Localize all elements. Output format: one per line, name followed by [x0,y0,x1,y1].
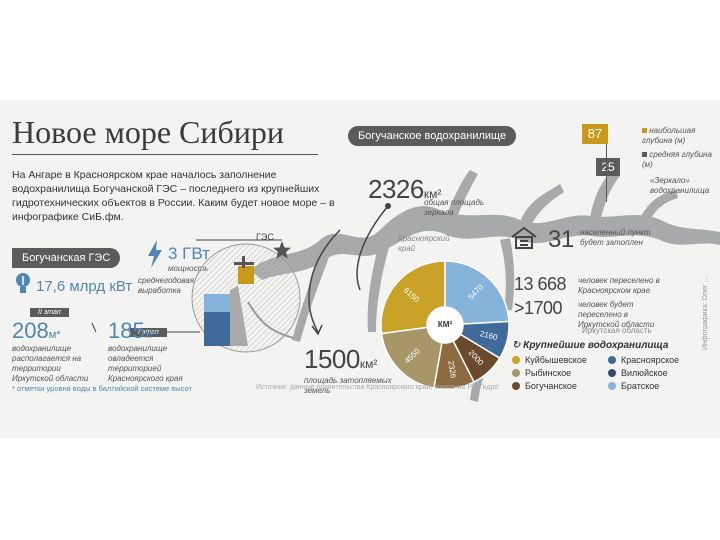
region-label-irkutsk: Иркутская область [582,326,652,335]
legend-swatch [608,382,616,390]
settlements-label: населенный пункт будет затоплен [580,228,651,247]
area-stat: 2326км² [368,174,441,205]
level2-unit: м* [144,329,157,341]
moved-value: 13 668 [514,274,567,294]
depth-mid-value: 25 [601,160,615,174]
power-value: 3 ГВт [168,244,210,263]
area-value: 2326 [368,174,424,204]
settlements-value: 31 [548,226,574,253]
ges-label: ГЭС [256,232,274,242]
level2-label: водохранилище овладеется территорией Кра… [108,344,183,383]
depth-mid-label: средняя глубина (м) [642,150,712,169]
station-banner: Богучанская ГЭС [12,248,121,268]
legend-item: Вилюйское [608,367,700,379]
legend-item-label: Красноярское [621,355,680,365]
donut-hole [428,308,462,342]
lightbulb-icon [16,273,30,293]
flag-pole [606,144,607,202]
reservoir-banner: Богучанское водохранилище [348,126,517,146]
legend-swatch [512,356,520,364]
legend-item: Рыбинское [512,367,604,379]
area-label: общая площадь зеркала [424,198,485,217]
legend-swatch [608,369,616,377]
donut-segment [444,260,510,325]
reservoirs-legend: ↻ Крупнейшие водохранилища Куйбышевское … [512,340,712,392]
donut-segment-label: 2326 [446,360,458,379]
legend-item-label: Куйбышевское [525,355,587,365]
legend-item: Куйбышевское [512,354,604,366]
legend-title-text: Крупнейшие водохранилища [523,340,669,351]
lightning-icon [148,240,162,268]
depth-legend-mid: средняя глубина (м) [642,150,714,170]
area-unit: км² [423,187,442,201]
callout-arrows [91,203,391,336]
energy-value: 17,6 млрд кВт [36,278,133,295]
legend-swatch [608,356,616,364]
energy-label: среднегодовая выработка [138,276,194,295]
legend-item-label: Вилюйское [621,368,668,378]
river-map [250,170,720,402]
power-label: мощность [168,264,209,273]
level2-value: 185 [108,318,145,343]
stage2-chip: II этап [30,308,69,317]
flooded-value: 1500 [304,344,360,374]
donut-segment-label: 2160 [479,329,499,342]
level1-value: 208 [12,318,49,343]
stage1-chip: I этап [130,328,167,337]
legend-item-label: Богучанское [525,381,577,391]
depth-max-label: наибольшая глубина (м) [642,126,696,145]
legend-item: Братское [608,380,700,392]
level1-label: водохранилище располагается на территори… [12,344,89,383]
donut-segment [380,326,443,389]
moved2-value: >1700 [514,298,563,318]
flooded-label: площадь затопляемых земель [304,376,392,395]
house-icon [511,226,537,249]
legend-item-label: Рыбинское [525,368,572,378]
level1-stat: 208м* [12,318,61,344]
donut-segment [380,260,446,335]
level2-stat: 185м* [108,318,157,344]
legend-grid: Куйбышевское Красноярское Рыбинское Вилю… [512,354,712,392]
source-note: Источник: данные правительства Красноярс… [256,384,499,391]
refresh-icon: ↻ [512,340,521,351]
title-rule [12,154,318,155]
dam-illustration [191,243,301,353]
star-icon [273,241,291,259]
level1-unit: м* [48,329,61,341]
page-title: Новое море Сибири [12,114,285,150]
lead-text: На Ангаре в Красноярском крае началось з… [12,169,335,223]
legend-swatch [512,382,520,390]
flooded-unit: км² [359,357,378,371]
legend-swatch [512,369,520,377]
moved-label: человек переселено в Красноярском крае [578,276,660,295]
mirror-label: «Зеркало» водохранилища [650,176,710,195]
flooded-stat: 1500км² [304,344,377,375]
depth-flag-max: 87 [582,124,608,144]
legend-item: Красноярское [608,354,700,366]
legend-title: ↻ Крупнейшие водохранилища [512,340,712,351]
region-label-krasnoyarsk: Красноярский край [398,234,450,253]
depth-legend-max: наибольшая глубина (м) [642,126,714,146]
infographic: Новое море Сибири На Ангаре в Красноярск… [0,100,720,438]
depth-flag-mid: 25 [596,158,620,176]
donut-center-label: КМ² [438,320,453,329]
footnote: * отметки уровня воды в балтийской систе… [12,384,192,393]
depth-max-value: 87 [587,126,603,141]
legend-item: Богучанское [512,380,604,392]
legend-item-label: Братское [621,381,660,391]
moved2-label: человек будет переселено в Иркутской обл… [578,300,655,329]
